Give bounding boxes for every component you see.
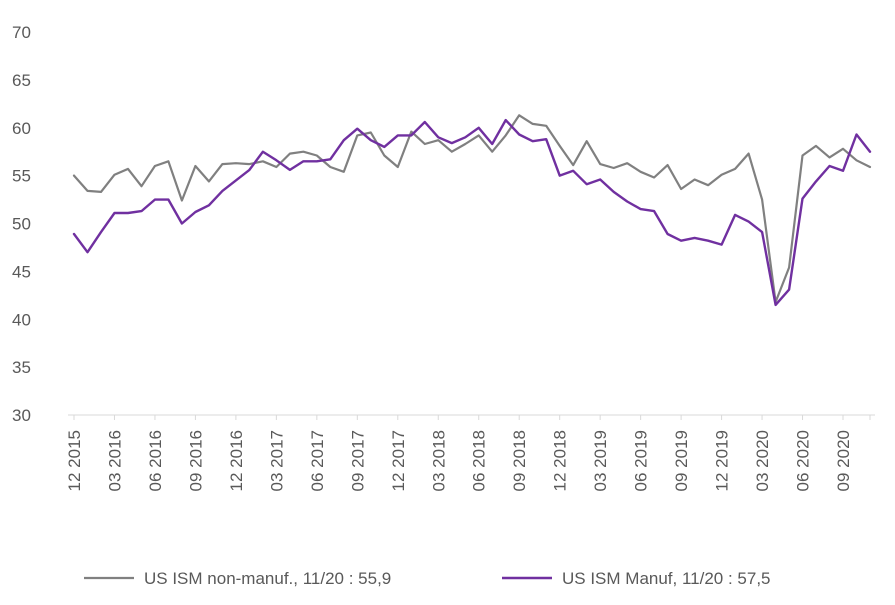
y-tick-label: 50 bbox=[12, 215, 31, 234]
y-tick-label: 30 bbox=[12, 406, 31, 425]
legend: US ISM non-manuf., 11/20 : 55,9 US ISM Ma… bbox=[84, 569, 771, 588]
legend-label: US ISM Manuf, 11/20 : 57,5 bbox=[562, 569, 771, 588]
x-tick-label: 06 2020 bbox=[794, 430, 813, 491]
x-tick-label: 09 2020 bbox=[834, 430, 853, 491]
x-tick-label: 03 2019 bbox=[591, 430, 610, 491]
x-tick-label: 12 2019 bbox=[713, 430, 732, 491]
x-tick-label: 03 2016 bbox=[105, 430, 124, 491]
x-tick-label: 09 2016 bbox=[186, 430, 205, 491]
x-axis: 12 2015 03 2016 06 2016 09 2016 12 2016 03 20… bbox=[65, 415, 871, 491]
x-tick-label: 12 2017 bbox=[389, 430, 408, 491]
x-tick-label: 03 2018 bbox=[429, 430, 448, 491]
y-tick-label: 40 bbox=[12, 310, 31, 329]
x-tick-label: 06 2016 bbox=[146, 430, 165, 491]
y-tick-label: 55 bbox=[12, 167, 31, 186]
x-tick-label: 03 2020 bbox=[753, 430, 772, 491]
x-tick-label: 03 2017 bbox=[267, 430, 286, 491]
x-tick-label: 06 2019 bbox=[632, 430, 651, 491]
y-tick-label: 35 bbox=[12, 358, 31, 377]
y-tick-label: 70 bbox=[12, 23, 31, 42]
x-tick-label: 12 2018 bbox=[551, 430, 570, 491]
x-tick-label: 09 2019 bbox=[672, 430, 691, 491]
x-tick-label: 09 2018 bbox=[510, 430, 529, 491]
x-tick-label: 12 2016 bbox=[227, 430, 246, 491]
y-tick-label: 60 bbox=[12, 119, 31, 138]
series-line-2 bbox=[72, 118, 872, 307]
y-axis: 30 35 40 45 50 55 60 65 70 bbox=[12, 23, 31, 425]
x-tick-label: 06 2017 bbox=[308, 430, 327, 491]
x-tick-label: 09 2017 bbox=[348, 430, 367, 491]
y-tick-label: 65 bbox=[12, 71, 31, 90]
legend-label: US ISM non-manuf., 11/20 : 55,9 bbox=[144, 569, 391, 588]
y-tick-label: 45 bbox=[12, 262, 31, 281]
series-layer bbox=[72, 114, 872, 307]
x-tick-label: 06 2018 bbox=[470, 430, 489, 491]
x-tick-label: 12 2015 bbox=[65, 430, 84, 491]
series-line-1 bbox=[72, 114, 872, 304]
